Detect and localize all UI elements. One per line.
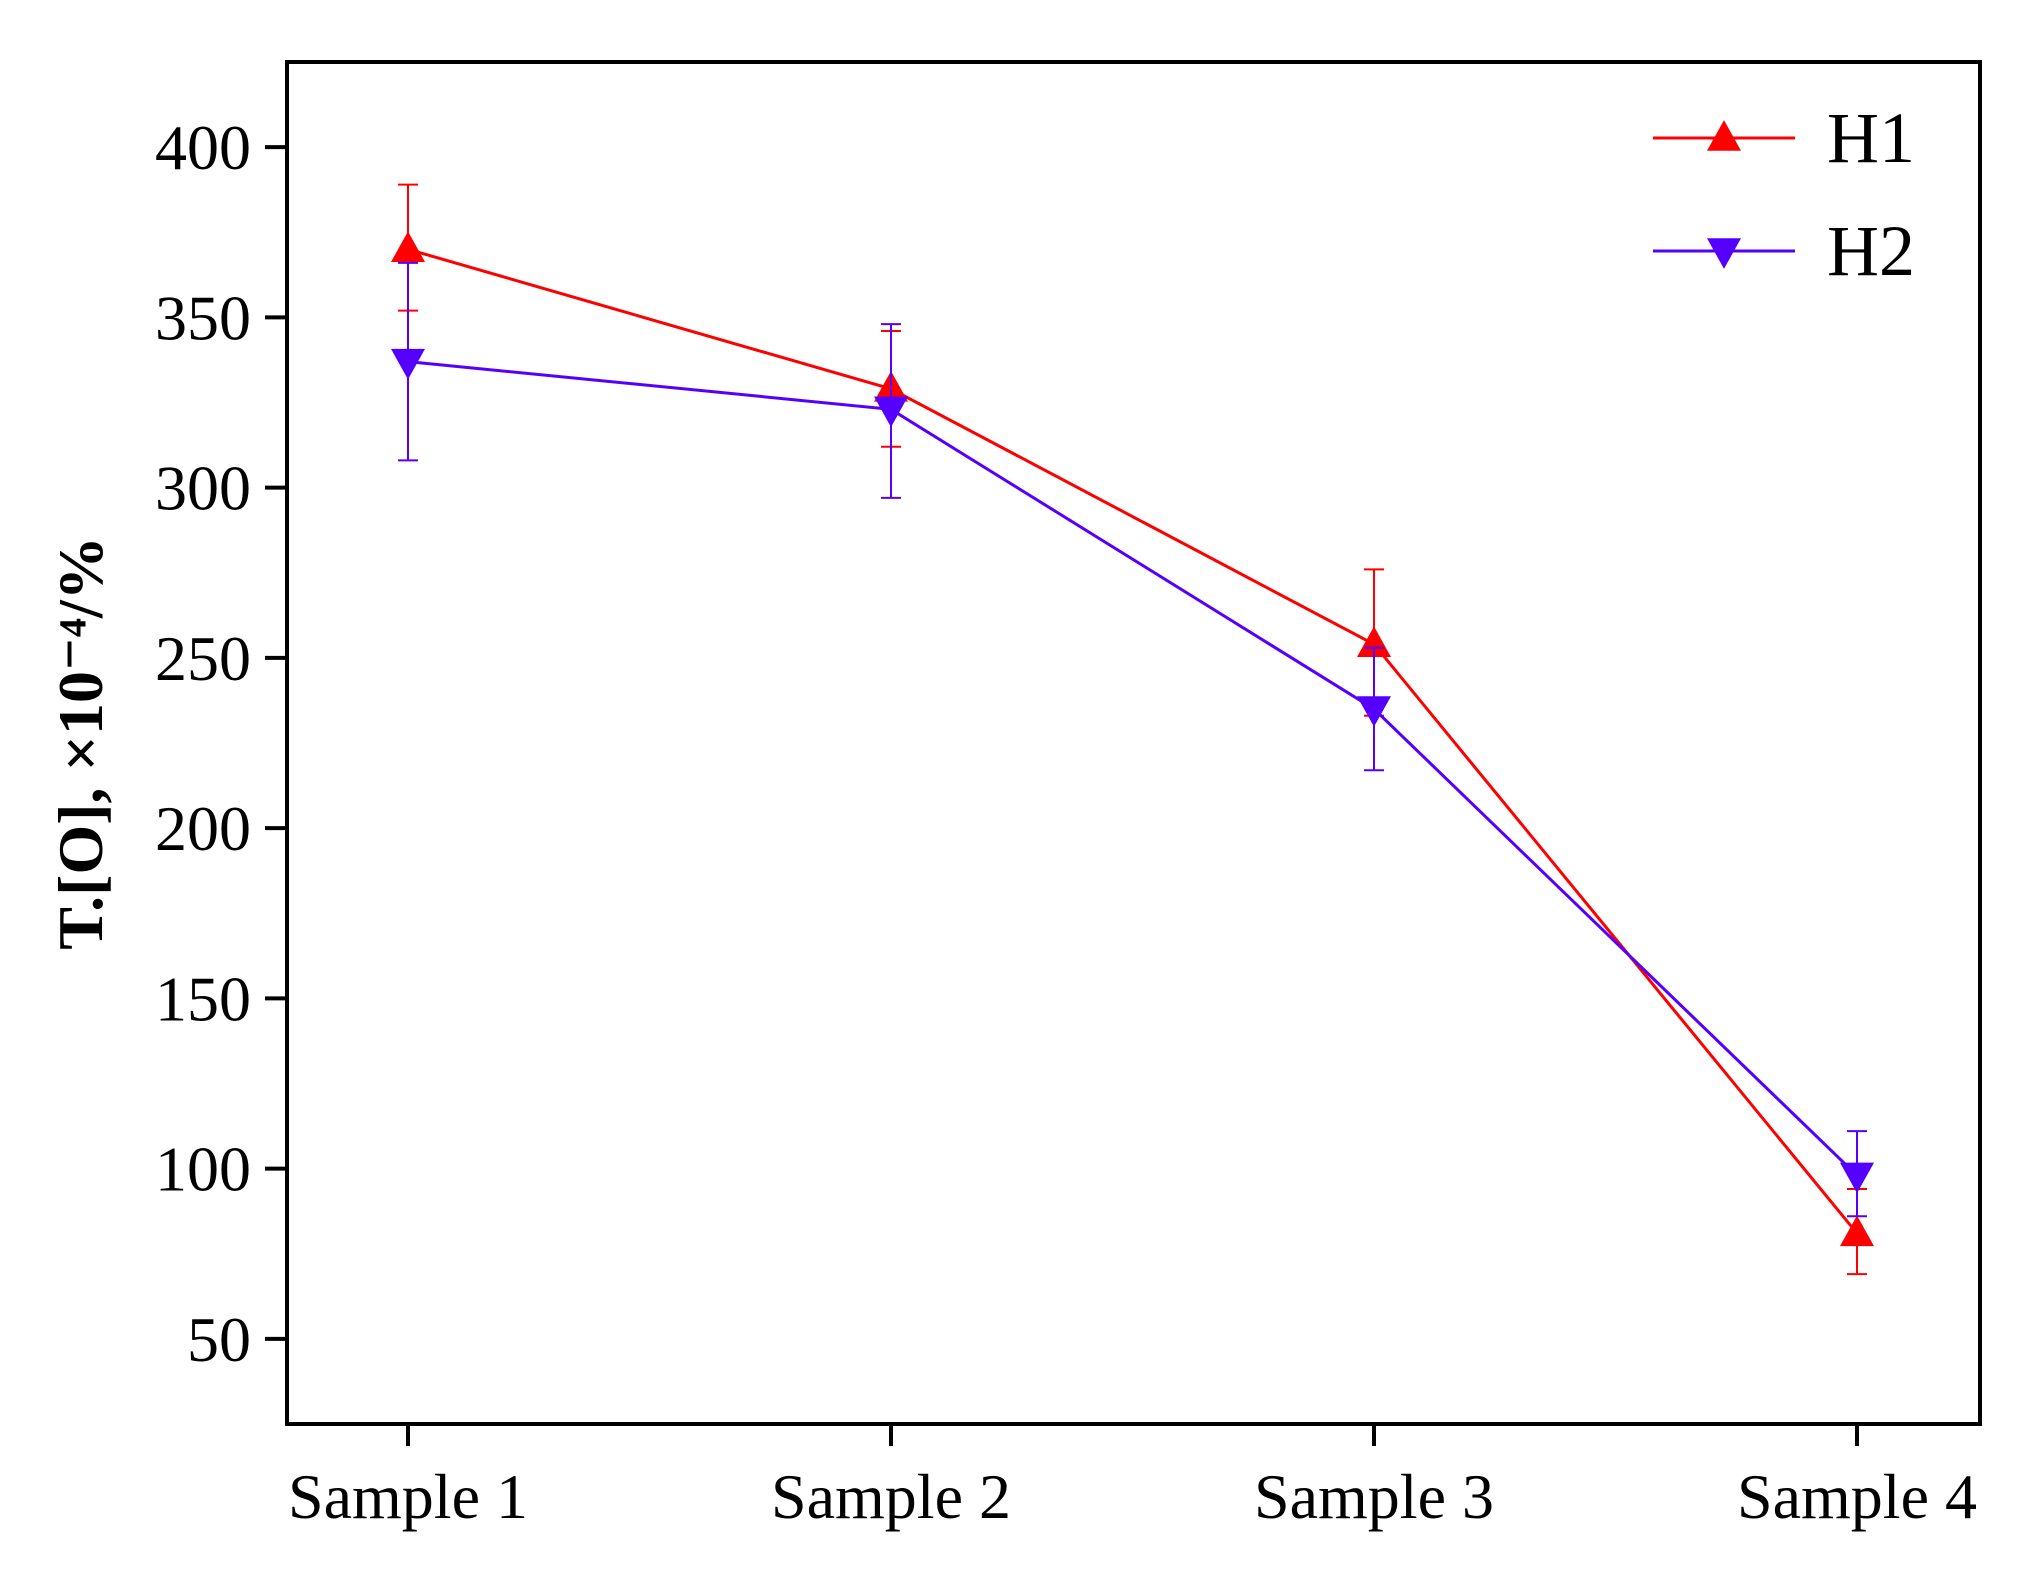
legend-item-h1: H1 [1653,98,1915,178]
y-tick-label: 300 [155,453,251,524]
y-tick-label: 200 [155,793,251,864]
y-tick-label: 250 [155,623,251,694]
series-line-h1 [407,247,1859,1235]
legend-marker-h2 [1707,238,1741,269]
series-layer [391,183,1874,1276]
x-tick-label: Sample 2 [771,1461,1011,1532]
series-line-h2 [407,360,1859,1177]
data-point-h2 [1840,1162,1874,1194]
plot-frame [285,60,1982,1426]
data-point-h2 [391,348,425,380]
data-point-h1 [391,231,425,263]
x-tick-label: Sample 4 [1737,1461,1977,1532]
y-axis-title: T.[O], ×10⁻⁴/% [45,536,116,950]
x-tick-label: Sample 3 [1254,1461,1494,1532]
y-tick-label: 50 [187,1304,251,1375]
y-tick-label: 350 [155,282,251,353]
axis-ticks: 50 100 150 200 250 300 350 400 Sample 1 Sample 2 S… [155,112,1977,1532]
y-tick-label: 150 [155,963,251,1034]
legend-marker-h1 [1707,120,1741,151]
series-h1 [391,183,1874,1276]
series-h2 [391,261,1874,1218]
legend-label-h2: H2 [1827,211,1915,291]
legend-label-h1: H1 [1827,98,1915,178]
y-tick-label: 100 [155,1134,251,1205]
data-point-h1 [1840,1215,1874,1247]
x-tick-label: Sample 1 [288,1461,528,1532]
y-tick-label: 400 [155,112,251,183]
data-point-h2 [874,396,908,428]
data-point-h2 [1357,696,1391,727]
legend-item-h2: H2 [1653,211,1915,291]
data-point-h1 [1357,626,1391,658]
